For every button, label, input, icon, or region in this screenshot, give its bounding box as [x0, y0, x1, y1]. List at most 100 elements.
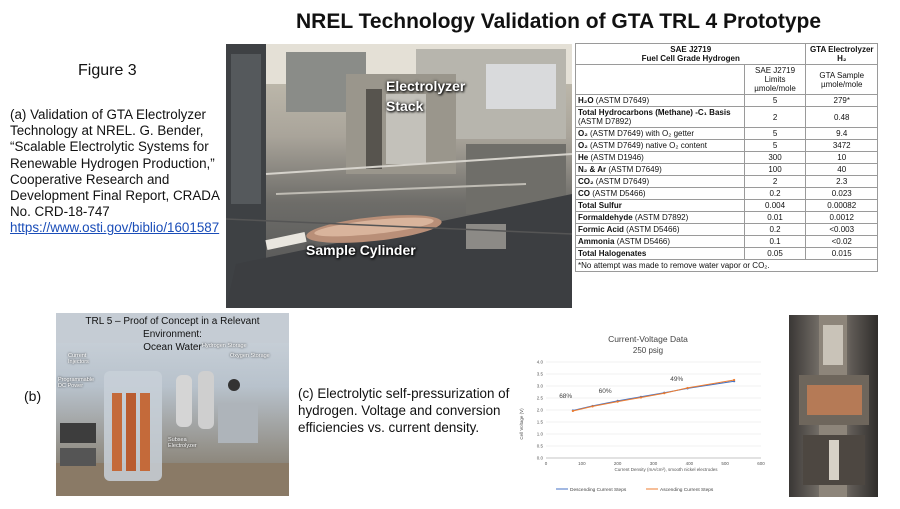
row-contaminant-method: (ASTM D5466) — [626, 225, 680, 234]
row-sample: 40 — [805, 163, 878, 176]
row-contaminant: Total Hydrocarbons (Methane) -C₁ Basis (… — [575, 106, 745, 128]
chart-x-axis-label: Current Density (mA/cm²), smooth nickel … — [614, 467, 718, 472]
row-limit: 100 — [743, 163, 807, 176]
table-row: Total Sulfur 0.004 0.00082 — [575, 199, 878, 212]
series-point — [591, 405, 594, 408]
osti-link[interactable]: https://www.osti.gov/biblio/1601587 — [10, 220, 220, 236]
y-tick-label: 2.5 — [537, 396, 544, 401]
efficiency-label: 60% — [599, 388, 612, 395]
table-row: O₂ (ASTM D7649) with O₂ getter 5 9.4 — [575, 127, 878, 140]
row-contaminant-name: Formaldehyde — [578, 213, 633, 222]
row-contaminant: CO (ASTM D5466) — [575, 187, 745, 200]
row-contaminant-name: Formic Acid — [578, 225, 624, 234]
table-row: Total Halogenates 0.05 0.015 — [575, 247, 878, 260]
row-contaminant-method: (ASTM D7649) — [608, 165, 662, 174]
x-tick-label: 300 — [650, 461, 658, 466]
row-sample: 3472 — [805, 139, 878, 152]
table-head-gta: GTA Electrolyzer H₂ — [805, 43, 878, 65]
y-tick-label: 3.0 — [537, 384, 544, 389]
row-contaminant-method: (ASTM D7649) with O₂ getter — [590, 129, 695, 138]
chart-series — [571, 378, 736, 413]
row-contaminant-name: N₂ & Ar — [578, 165, 607, 174]
row-sample: <0.003 — [805, 223, 878, 236]
row-contaminant-method: (ASTM D1946) — [590, 153, 644, 162]
trl5-photo: TRL 5 – Proof of Concept in a Relevant E… — [56, 313, 289, 496]
row-limit: 300 — [743, 151, 807, 164]
row-sample: 0.0012 — [805, 211, 878, 224]
efficiency-label: 49% — [670, 376, 683, 383]
row-contaminant-name: CO₂ — [578, 177, 594, 186]
table-row: Formaldehyde (ASTM D7892) 0.01 0.0012 — [575, 211, 878, 224]
row-limit: 0.01 — [743, 211, 807, 224]
table-body: H₂O (ASTM D7649) 5 279* Total Hydrocarbons … — [575, 94, 878, 260]
table-row: He (ASTM D1946) 300 10 — [575, 151, 878, 164]
row-limit: 5 — [743, 94, 807, 107]
row-sample: 10 — [805, 151, 878, 164]
series-point — [663, 392, 666, 395]
x-tick-label: 500 — [721, 461, 729, 466]
row-limit: 5 — [743, 127, 807, 140]
lab-photo-illustration — [226, 44, 572, 308]
row-contaminant: Formaldehyde (ASTM D7892) — [575, 211, 745, 224]
row-contaminant-name: Ammonia — [578, 237, 615, 246]
efficiency-label: 68% — [559, 393, 572, 400]
table-row: O₂ (ASTM D7649) native O₂ content 5 3472 — [575, 139, 878, 152]
row-limit: 0.2 — [743, 187, 807, 200]
row-contaminant: Ammonia (ASTM D5466) — [575, 235, 745, 248]
table-corner — [575, 64, 745, 95]
chart-y-axis-label: Cell Voltage (V) — [519, 408, 524, 440]
y-tick-label: 0.5 — [537, 444, 544, 449]
table-row: Ammonia (ASTM D5466) 0.1 <0.02 — [575, 235, 878, 248]
table-head-sae-line1: SAE J2719 — [670, 45, 712, 54]
x-tick-label: 200 — [614, 461, 622, 466]
row-contaminant: CO₂ (ASTM D7649) — [575, 175, 745, 188]
row-contaminant: Formic Acid (ASTM D5466) — [575, 223, 745, 236]
row-contaminant-method: (ASTM D5466) — [592, 189, 646, 198]
y-tick-label: 4.0 — [537, 360, 544, 365]
hydrogen-purity-table: SAE J2719 Fuel Cell Grade Hydrogen GTA E… — [574, 43, 878, 272]
table-footnote: *No attempt was made to remove water vap… — [575, 259, 878, 272]
col-sample-unit: µmole/mole — [820, 79, 863, 89]
table-row: H₂O (ASTM D7649) 5 279* — [575, 94, 878, 107]
row-contaminant-name: Total Halogenates — [578, 249, 647, 258]
y-tick-label: 3.5 — [537, 372, 544, 377]
caption-a-text: (a) Validation of GTA Electrolyzer Techn… — [10, 107, 220, 220]
chart-legend: Descending Current Steps Ascending Curren… — [556, 487, 714, 493]
row-limit: 2 — [743, 106, 807, 128]
row-sample: 0.48 — [805, 106, 878, 128]
sample-cylinder-label: Sample Cylinder — [306, 242, 416, 258]
table-subhead-limits: SAE J2719 Limits µmole/mole — [743, 64, 807, 95]
row-sample: 9.4 — [805, 127, 878, 140]
row-sample: 0.00082 — [805, 199, 878, 212]
current-voltage-chart: Current-Voltage Data 250 psig 0.0 0.5 1.0 1… — [516, 326, 781, 498]
row-sample: 2.3 — [805, 175, 878, 188]
y-tick-label: 2.0 — [537, 408, 544, 413]
caption-c: (c) Electrolytic self-pressurization of … — [298, 386, 510, 435]
hydrogen-storage-tag: Hydrogen Storage — [202, 343, 247, 349]
current-injectors-tag: Current Injectors — [68, 353, 89, 365]
x-tick-label: 400 — [686, 461, 694, 466]
subsea-electrolyzer-tag: Subsea Electrolyzer — [168, 437, 197, 449]
table-row: N₂ & Ar (ASTM D7649) 100 40 — [575, 163, 878, 176]
row-sample: 0.023 — [805, 187, 878, 200]
trl5-header: TRL 5 – Proof of Concept in a Relevant E… — [56, 313, 289, 353]
chart-subtitle: 250 psig — [633, 346, 663, 355]
series-point — [639, 396, 643, 399]
y-tick-label: 1.5 — [537, 420, 544, 425]
electrolyzer-closeup-photo — [789, 315, 878, 497]
series-point — [686, 386, 689, 390]
trl5-header-line1: TRL 5 – Proof of Concept in a Relevant E… — [85, 316, 260, 340]
electrolyzer-label: Electrolyzer — [386, 78, 466, 94]
label-b: (b) — [24, 388, 42, 404]
row-limit: 0.2 — [743, 223, 807, 236]
series-point — [733, 378, 736, 382]
row-contaminant: N₂ & Ar (ASTM D7649) — [575, 163, 745, 176]
series-point — [616, 400, 619, 403]
row-limit: 0.1 — [743, 235, 807, 248]
x-tick-label: 100 — [578, 461, 586, 466]
table-head-sae-line2: Fuel Cell Grade Hydrogen — [641, 54, 740, 63]
col-limits-unit: µmole/mole — [754, 84, 796, 93]
chart-annotations: 68% 60% 49% — [559, 376, 683, 400]
row-sample: 0.015 — [805, 247, 878, 260]
figure-label: Figure 3 — [78, 62, 137, 79]
